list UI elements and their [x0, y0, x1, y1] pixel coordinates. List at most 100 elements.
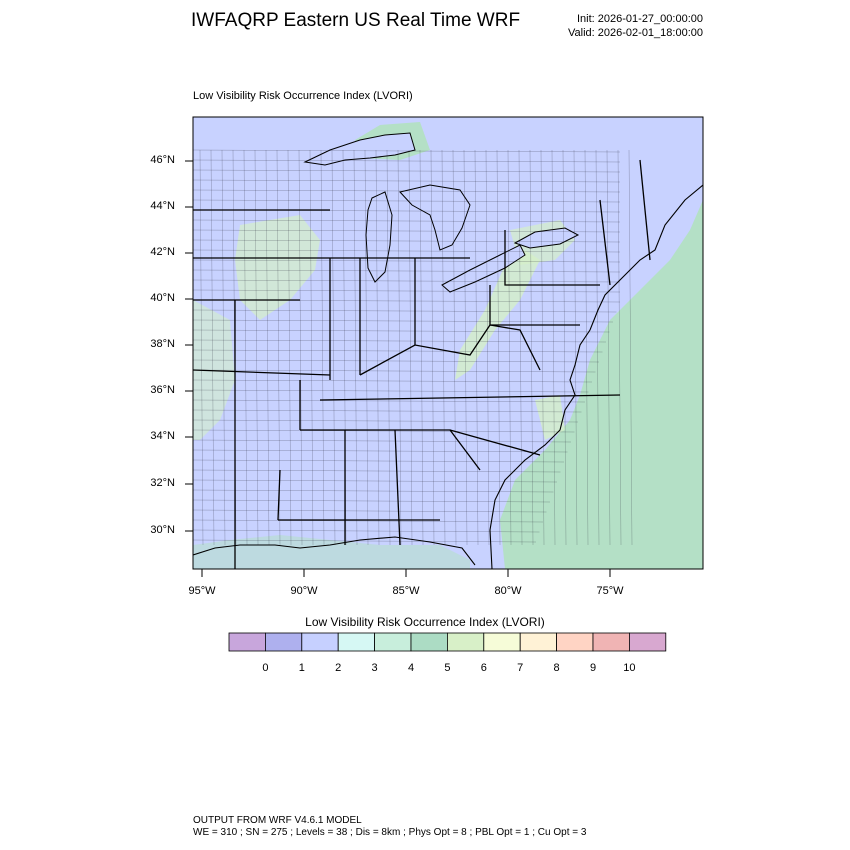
colorbar-label: 8 [553, 662, 560, 674]
county-line [193, 189, 621, 193]
county-line [193, 409, 582, 413]
county-line [386, 149, 391, 546]
county-line [474, 149, 479, 546]
county-line [193, 149, 621, 153]
colorbar-title: Low Visibility Risk Occurrence Index (LV… [305, 615, 545, 629]
footer-config-line: WE = 310 ; SN = 275 ; Levels = 38 ; Dis … [193, 827, 587, 838]
county-line [193, 329, 610, 333]
county-line [562, 149, 567, 546]
county-line [193, 399, 586, 403]
county-line [193, 259, 621, 263]
lat-label-44: 44°N [150, 200, 175, 212]
lon-label-75: 75°W [596, 585, 624, 597]
county-line [193, 169, 621, 173]
colorbar-swatch [446, 632, 485, 652]
county-line [193, 519, 544, 523]
colorbar-swatch [264, 632, 303, 652]
colorbar-label: 9 [589, 662, 597, 674]
county-grid [193, 149, 633, 546]
county-line [193, 159, 621, 163]
county-line [193, 479, 558, 483]
county-line [617, 149, 622, 546]
county-line [496, 149, 501, 546]
county-line [193, 529, 540, 533]
colorbar-label: 2 [335, 662, 342, 674]
colorbar-label: 0 [262, 662, 269, 674]
county-line [193, 269, 621, 273]
lat-label-46: 46°N [150, 154, 175, 166]
main-title: IWFAQRP Eastern US Real Time WRF [191, 10, 521, 31]
colorbar-swatch [483, 632, 521, 652]
county-line [193, 289, 621, 293]
county-line [419, 149, 424, 546]
lat-label-36: 36°N [150, 384, 175, 396]
colorbar-swatch [519, 632, 558, 652]
colorbar-swatch [337, 632, 376, 652]
county-line [584, 149, 589, 546]
county-line [193, 469, 561, 473]
gulf-risk-band [193, 535, 470, 569]
county-line [193, 539, 537, 543]
county-line [287, 149, 292, 546]
county-line [551, 149, 556, 546]
lon-label-90: 90°W [290, 585, 318, 597]
county-line [243, 149, 248, 546]
county-line [193, 449, 568, 453]
footer-model-line: OUTPUT FROM WRF V4.6.1 MODEL [193, 815, 362, 826]
county-line [193, 309, 617, 313]
lon-label-85: 85°W [392, 585, 420, 597]
colorbar-label: 6 [480, 662, 487, 674]
lon-label-95: 95°W [188, 585, 216, 597]
appalachian-risk-zone [455, 250, 540, 380]
county-line [595, 149, 600, 546]
county-line [193, 489, 554, 493]
county-line [193, 219, 621, 223]
colorbar-label: 1 [298, 662, 305, 674]
county-line [193, 319, 614, 323]
lat-label-40: 40°N [150, 292, 175, 304]
county-line [193, 439, 572, 443]
colorbar-swatch [228, 632, 266, 652]
county-line [193, 339, 607, 343]
county-line [628, 149, 633, 546]
county-line [309, 149, 314, 546]
county-line [540, 149, 545, 546]
county-line [193, 179, 621, 183]
colorbar-swatch [410, 632, 448, 652]
colorbar-swatch [556, 632, 594, 652]
county-line [463, 149, 468, 546]
lat-label-32: 32°N [150, 477, 175, 489]
county-line [193, 499, 551, 503]
county-line [193, 419, 579, 423]
lake-erie [441, 244, 526, 293]
gulf-coastline [193, 536, 476, 566]
county-line [193, 229, 621, 233]
county-line [221, 149, 226, 546]
county-line [193, 249, 621, 253]
map-figure [185, 116, 704, 652]
county-line [375, 149, 380, 546]
lat-label-42: 42°N [150, 246, 175, 258]
county-line [193, 359, 600, 363]
colorbar-swatch [629, 632, 667, 652]
county-line [507, 149, 512, 546]
county-line [397, 149, 402, 546]
county-line [193, 369, 596, 373]
field-title: Low Visibility Risk Occurrence Index (LV… [193, 90, 413, 102]
map-frame [192, 116, 704, 570]
state-boundaries [193, 159, 651, 569]
colorbar-swatch [592, 632, 630, 652]
latitude-ticks [185, 160, 193, 532]
atlantic-coastline [489, 184, 703, 569]
county-line [452, 149, 457, 546]
county-line [331, 149, 336, 546]
county-line [199, 149, 204, 546]
county-line [193, 389, 589, 393]
county-line [210, 149, 215, 546]
colorbar-swatch [374, 632, 412, 652]
colorbar-swatch [301, 632, 339, 652]
county-line [606, 149, 611, 546]
valid-time: Valid: 2026-02-01_18:00:00 [568, 27, 703, 39]
lat-label-34: 34°N [150, 430, 175, 442]
lat-label-38: 38°N [150, 338, 175, 350]
